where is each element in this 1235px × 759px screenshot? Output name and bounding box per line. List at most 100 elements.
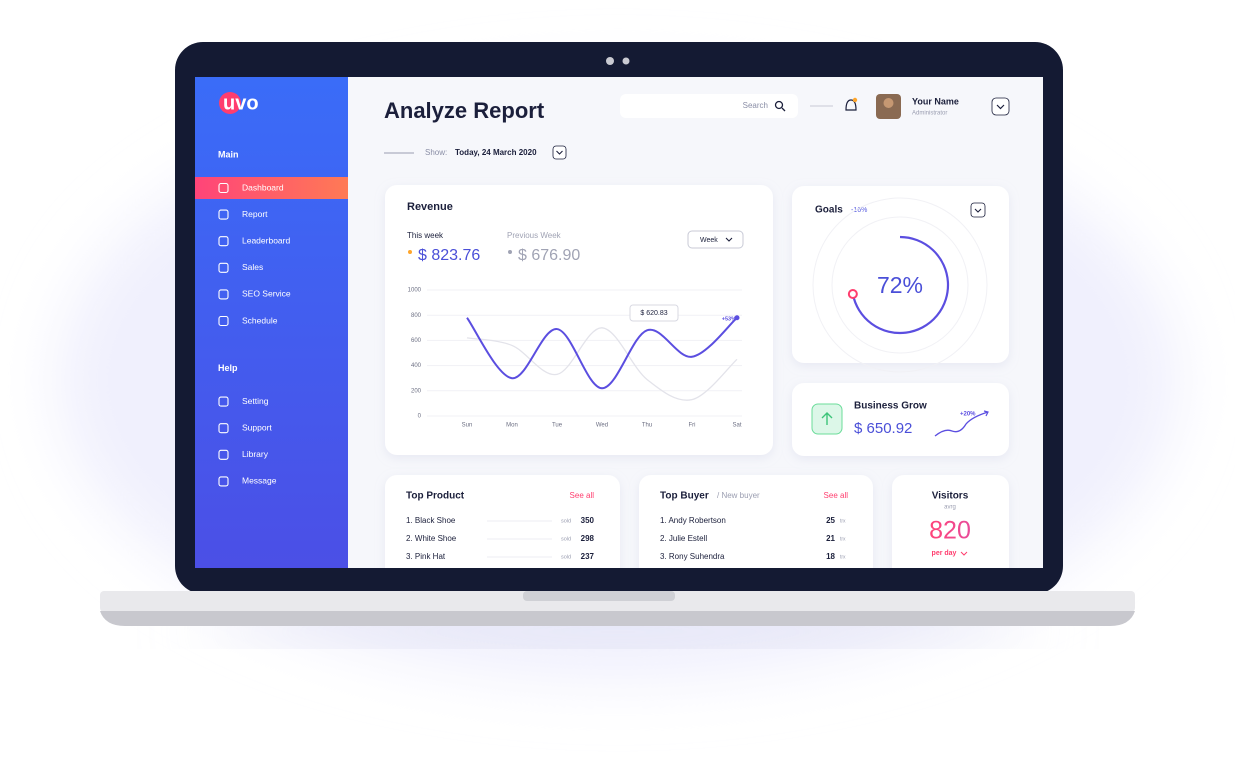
row-unit: sold [561, 518, 571, 524]
revenue-card [385, 185, 773, 455]
visitors-value: 820 [929, 517, 971, 545]
y-tick-label: 800 [411, 313, 422, 319]
nav-icon [218, 476, 229, 487]
gauge-end [847, 288, 858, 299]
y-tick-label: 200 [411, 388, 422, 394]
row-unit: trx [840, 518, 846, 524]
card-title: Top Product [406, 491, 465, 502]
series-line [466, 327, 738, 401]
nav-item[interactable]: Library [242, 449, 269, 459]
nav-icon [218, 236, 229, 247]
nav-item[interactable]: Support [242, 422, 272, 432]
visitors-unit: per day [932, 550, 957, 557]
nav-item[interactable]: Report [242, 209, 268, 219]
arrow [983, 410, 989, 417]
row-unit: sold [561, 554, 571, 560]
chevron [974, 208, 982, 213]
chevron [960, 551, 968, 556]
card-title: Visitors [932, 491, 969, 502]
tooltip [629, 304, 679, 322]
card-title: Top Buyer [660, 491, 709, 502]
annotation: +53% [722, 316, 736, 322]
product-name: 2. White Shoe [406, 534, 457, 543]
date-menu[interactable] [552, 145, 567, 160]
chevron [996, 104, 1005, 110]
x-tick-label: Sat [732, 423, 741, 429]
nav-active [195, 177, 348, 199]
nav-item[interactable]: Dashboard [242, 182, 284, 192]
card-title: Revenue [407, 201, 453, 213]
card-subtitle: / New buyer [717, 491, 760, 500]
legend-label: This week [407, 231, 444, 240]
row-value: 25 [826, 516, 835, 525]
date: Today, 24 March 2020 [455, 148, 537, 157]
nav-item[interactable]: Sales [242, 262, 263, 272]
nav-item[interactable]: Setting [242, 396, 269, 406]
nav-section: Help [218, 363, 238, 373]
notch [523, 591, 675, 601]
series-line [466, 316, 738, 390]
legend-dot [408, 250, 412, 254]
legend-dot [508, 250, 512, 254]
change: -16% [851, 207, 867, 214]
base-edge [100, 611, 1135, 626]
user-menu[interactable] [991, 97, 1010, 116]
chevron [556, 150, 563, 155]
nav-item[interactable]: SEO Service [242, 289, 291, 299]
sparkline [934, 411, 989, 437]
x-tick-label: Mon [506, 423, 518, 429]
buyer-card [639, 475, 873, 568]
logo: uvo [223, 92, 259, 114]
logo-mark [219, 92, 241, 114]
see-all[interactable]: See all [824, 491, 849, 500]
nav-icon [218, 315, 229, 327]
card-title: Goals [815, 205, 843, 216]
show-label: Show: [425, 148, 447, 157]
base [100, 591, 1135, 612]
nav-item[interactable]: Message [242, 476, 277, 486]
buyer-name: 2. Julie Estell [660, 534, 707, 543]
user-role: Administrator [912, 111, 947, 117]
search-icon [781, 107, 786, 112]
arrow-up [821, 412, 833, 425]
ring [812, 197, 988, 373]
row-unit: trx [840, 554, 846, 560]
row-value: 21 [826, 534, 835, 543]
gauge-arc [851, 235, 950, 335]
row-value: 350 [581, 516, 595, 525]
nav-item[interactable]: Schedule [242, 315, 278, 325]
gauge [847, 235, 950, 335]
legend-total: $ 823.76 [418, 247, 480, 264]
nav-icon [218, 209, 229, 220]
user-name: Your Name [912, 96, 959, 106]
nav-icon [218, 262, 229, 273]
nav-icon [218, 396, 229, 407]
ring [831, 216, 969, 354]
see-all[interactable]: See all [570, 491, 595, 500]
product-name: 3. Pink Hat [406, 552, 446, 561]
row-value: 237 [581, 552, 595, 561]
card-title: Business Grow [854, 401, 927, 412]
end-dot [734, 315, 740, 321]
screen: uvo Main Dashboard Report Leaderboard Sales S… [195, 77, 1043, 568]
row-unit: trx [840, 536, 846, 542]
goals-menu[interactable] [970, 202, 986, 218]
grow-change: +20% [960, 412, 976, 418]
table-rows: 1. Black Shoe sold 350 2. White Shoe sold 298… [406, 516, 846, 561]
row-value: 18 [826, 552, 835, 561]
y-tick-label: 1000 [408, 288, 422, 294]
y-tick-label: 400 [411, 363, 422, 369]
buyer-name: 1. Andy Robertson [660, 516, 726, 525]
search-box[interactable] [620, 94, 798, 118]
visitors-card [892, 475, 1009, 568]
bell[interactable] [845, 99, 857, 111]
grow-value: $ 650.92 [854, 420, 912, 437]
y-tick-label: 600 [411, 338, 422, 344]
nav-icon [218, 182, 229, 194]
nav-item[interactable]: Leaderboard [242, 235, 290, 245]
period-select[interactable] [687, 230, 744, 249]
x-tick-label: Sun [462, 423, 473, 429]
nav-icon [218, 289, 229, 300]
